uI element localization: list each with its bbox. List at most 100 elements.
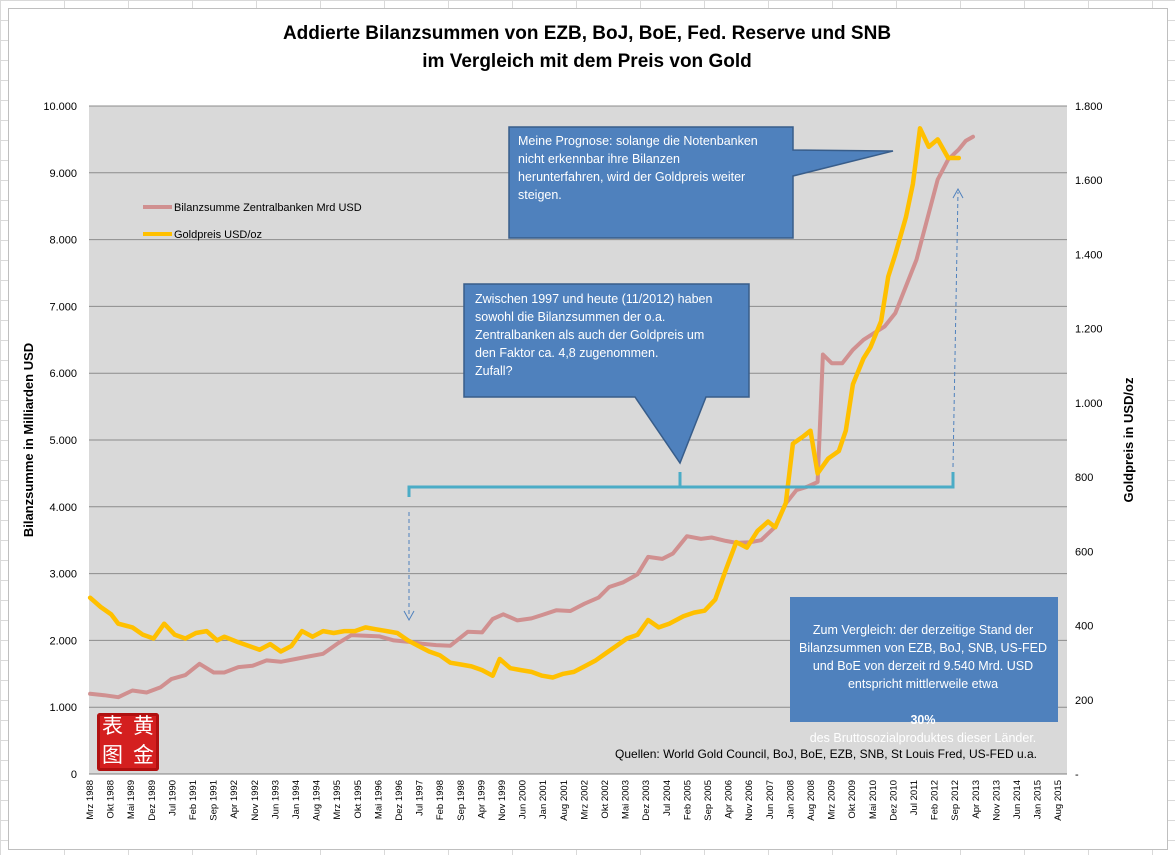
x-tick-label: Dez 2003 [641, 780, 652, 821]
comparison-callout-shape [463, 283, 750, 465]
x-tick-label: Jul 1997 [415, 780, 426, 816]
x-tick-label: Aug 2015 [1053, 780, 1064, 821]
logo-char: 表 [102, 714, 123, 738]
x-tick-label: Jan 1994 [291, 780, 302, 819]
x-tick-label: Sep 1991 [209, 780, 220, 821]
x-tick-label: Mrz 1995 [332, 780, 343, 820]
x-tick-label: Apr 2006 [724, 780, 735, 819]
x-tick-label: Sep 2012 [950, 780, 961, 821]
x-tick-label: Dez 1996 [394, 780, 405, 821]
x-tick-label: Nov 1992 [250, 780, 261, 821]
x-tick-label: Jan 2008 [785, 780, 796, 819]
x-tick-label: Apr 1992 [229, 780, 240, 819]
source-note: Quellen: World Gold Council, BoJ, BoE, E… [615, 747, 1037, 761]
x-tick-label: Feb 1991 [188, 780, 199, 820]
legend-label-bilanz: Bilanzsumme Zentralbanken Mrd USD [174, 202, 362, 214]
x-tick-label: Jul 1990 [167, 780, 178, 816]
x-tick-label: Jun 1993 [270, 780, 281, 819]
x-tick-label: Mrz 2002 [579, 780, 590, 820]
left-tick-label: 10.000 [43, 101, 77, 113]
series-group [87, 126, 975, 700]
left-tick-label: 1.000 [49, 702, 77, 714]
right-tick-label: 1.800 [1075, 101, 1103, 113]
arrow-head-up [952, 187, 964, 199]
x-tick-label: Feb 1998 [435, 780, 446, 820]
left-tick-label: 5.000 [49, 435, 77, 447]
chart-title-line2: im Vergleich mit dem Preis von Gold [422, 51, 751, 72]
left-tick-label: 4.000 [49, 502, 77, 514]
bracket [407, 472, 955, 497]
right-axis-ticks: - 200 400 600 800 1.000 1.200 1.400 1.600 1.800 [1075, 101, 1103, 781]
x-tick-label: Okt 2009 [847, 780, 858, 819]
x-tick-label: Jan 2001 [538, 780, 549, 819]
gdp-box [790, 597, 1058, 722]
x-tick-label: Okt 1995 [353, 780, 364, 819]
right-tick-label: 400 [1075, 621, 1093, 633]
right-tick-label: 800 [1075, 472, 1093, 484]
x-tick-label: Aug 1994 [312, 780, 323, 821]
x-tick-label: Aug 2001 [559, 780, 570, 821]
x-tick-label: Aug 2008 [806, 780, 817, 821]
right-tick-label: 1.200 [1075, 324, 1103, 336]
x-tick-label: Jan 2015 [1033, 780, 1044, 819]
gdp-percent: 30% [910, 713, 936, 727]
left-tick-label: 6.000 [49, 368, 77, 380]
right-tick-label: - [1075, 769, 1079, 781]
x-tick-label: Mai 2010 [868, 780, 879, 819]
x-tick-label: Nov 2013 [991, 780, 1002, 821]
left-tick-label: 0 [71, 769, 77, 781]
x-tick-label: Sep 2005 [703, 780, 714, 821]
x-tick-label: Okt 2002 [600, 780, 611, 819]
right-tick-label: 1.000 [1075, 398, 1103, 410]
legend-label-gold: Goldpreis USD/oz [174, 229, 262, 241]
arrow-head-down [403, 610, 415, 622]
chart-title-line1: Addierte Bilanzsummen von EZB, BoJ, BoE,… [283, 23, 891, 44]
x-tick-label: Apr 2013 [971, 780, 982, 819]
x-axis-ticks: Mrz 1988 Okt 1988 Mai 1989 Dez 1989 Jul 1990… [85, 780, 1064, 821]
x-tick-label: Dez 2010 [888, 780, 899, 821]
logo-char: 金 [133, 743, 154, 767]
x-tick-label: Jul 2004 [662, 780, 673, 816]
x-tick-label: Feb 2012 [930, 780, 941, 820]
arrow-up-2012 [952, 191, 959, 468]
right-tick-label: 1.600 [1075, 175, 1103, 187]
logo-seal: 表 黄 图 金 [97, 713, 159, 771]
left-tick-label: 8.000 [49, 235, 77, 247]
left-axis-ticks: 0 1.000 2.000 3.000 4.000 5.000 6.000 7.000 8.00… [43, 101, 77, 781]
left-axis-title: Bilanzsumme in Milliarden USD [21, 343, 36, 537]
x-tick-label: Jul 2011 [909, 780, 920, 815]
left-tick-label: 3.000 [49, 569, 77, 581]
x-tick-label: Jun 2007 [765, 780, 776, 819]
right-tick-label: 200 [1075, 695, 1093, 707]
right-tick-label: 1.400 [1075, 249, 1103, 261]
x-tick-label: Mai 1989 [126, 780, 137, 819]
x-tick-label: Nov 2006 [744, 780, 755, 821]
x-tick-label: Feb 2005 [682, 780, 693, 820]
logo-char: 黄 [133, 714, 154, 738]
x-tick-label: Mrz 2009 [827, 780, 838, 820]
x-tick-label: Okt 1988 [106, 780, 117, 819]
gdp-text-1: Zum Vergleich: der derzeitige Stand der … [799, 623, 1047, 691]
x-tick-label: Sep 1998 [456, 780, 467, 821]
series-line-goldpreis [87, 126, 962, 680]
series-line-bilanzsumme [88, 134, 975, 700]
right-axis-title: Goldpreis in USD/oz [1121, 377, 1136, 502]
x-tick-label: Mai 2003 [621, 780, 632, 819]
right-tick-label: 600 [1075, 546, 1093, 558]
logo-char: 图 [102, 743, 123, 767]
forecast-callout-shape [508, 126, 894, 239]
left-tick-label: 2.000 [49, 635, 77, 647]
comparison-callout-text: Zwischen 1997 und heute (11/2012) haben … [475, 292, 713, 378]
x-tick-label: Dez 1989 [147, 780, 158, 821]
left-tick-label: 7.000 [49, 301, 77, 313]
gdp-text-2: des Bruttosozialproduktes dieser Länder. [809, 731, 1037, 745]
x-tick-label: Jun 2014 [1012, 780, 1023, 819]
x-tick-label: Nov 1999 [497, 780, 508, 821]
x-tick-label: Mrz 1988 [85, 780, 96, 820]
forecast-callout-text: Meine Prognose: solange die Notenbanken … [518, 134, 758, 202]
gdp-callout-text: Zum Vergleich: der derzeitige Stand der … [792, 603, 1054, 765]
x-tick-label: Mai 1996 [373, 780, 384, 819]
x-tick-label: Apr 1999 [476, 780, 487, 819]
x-tick-label: Jun 2000 [518, 780, 529, 819]
